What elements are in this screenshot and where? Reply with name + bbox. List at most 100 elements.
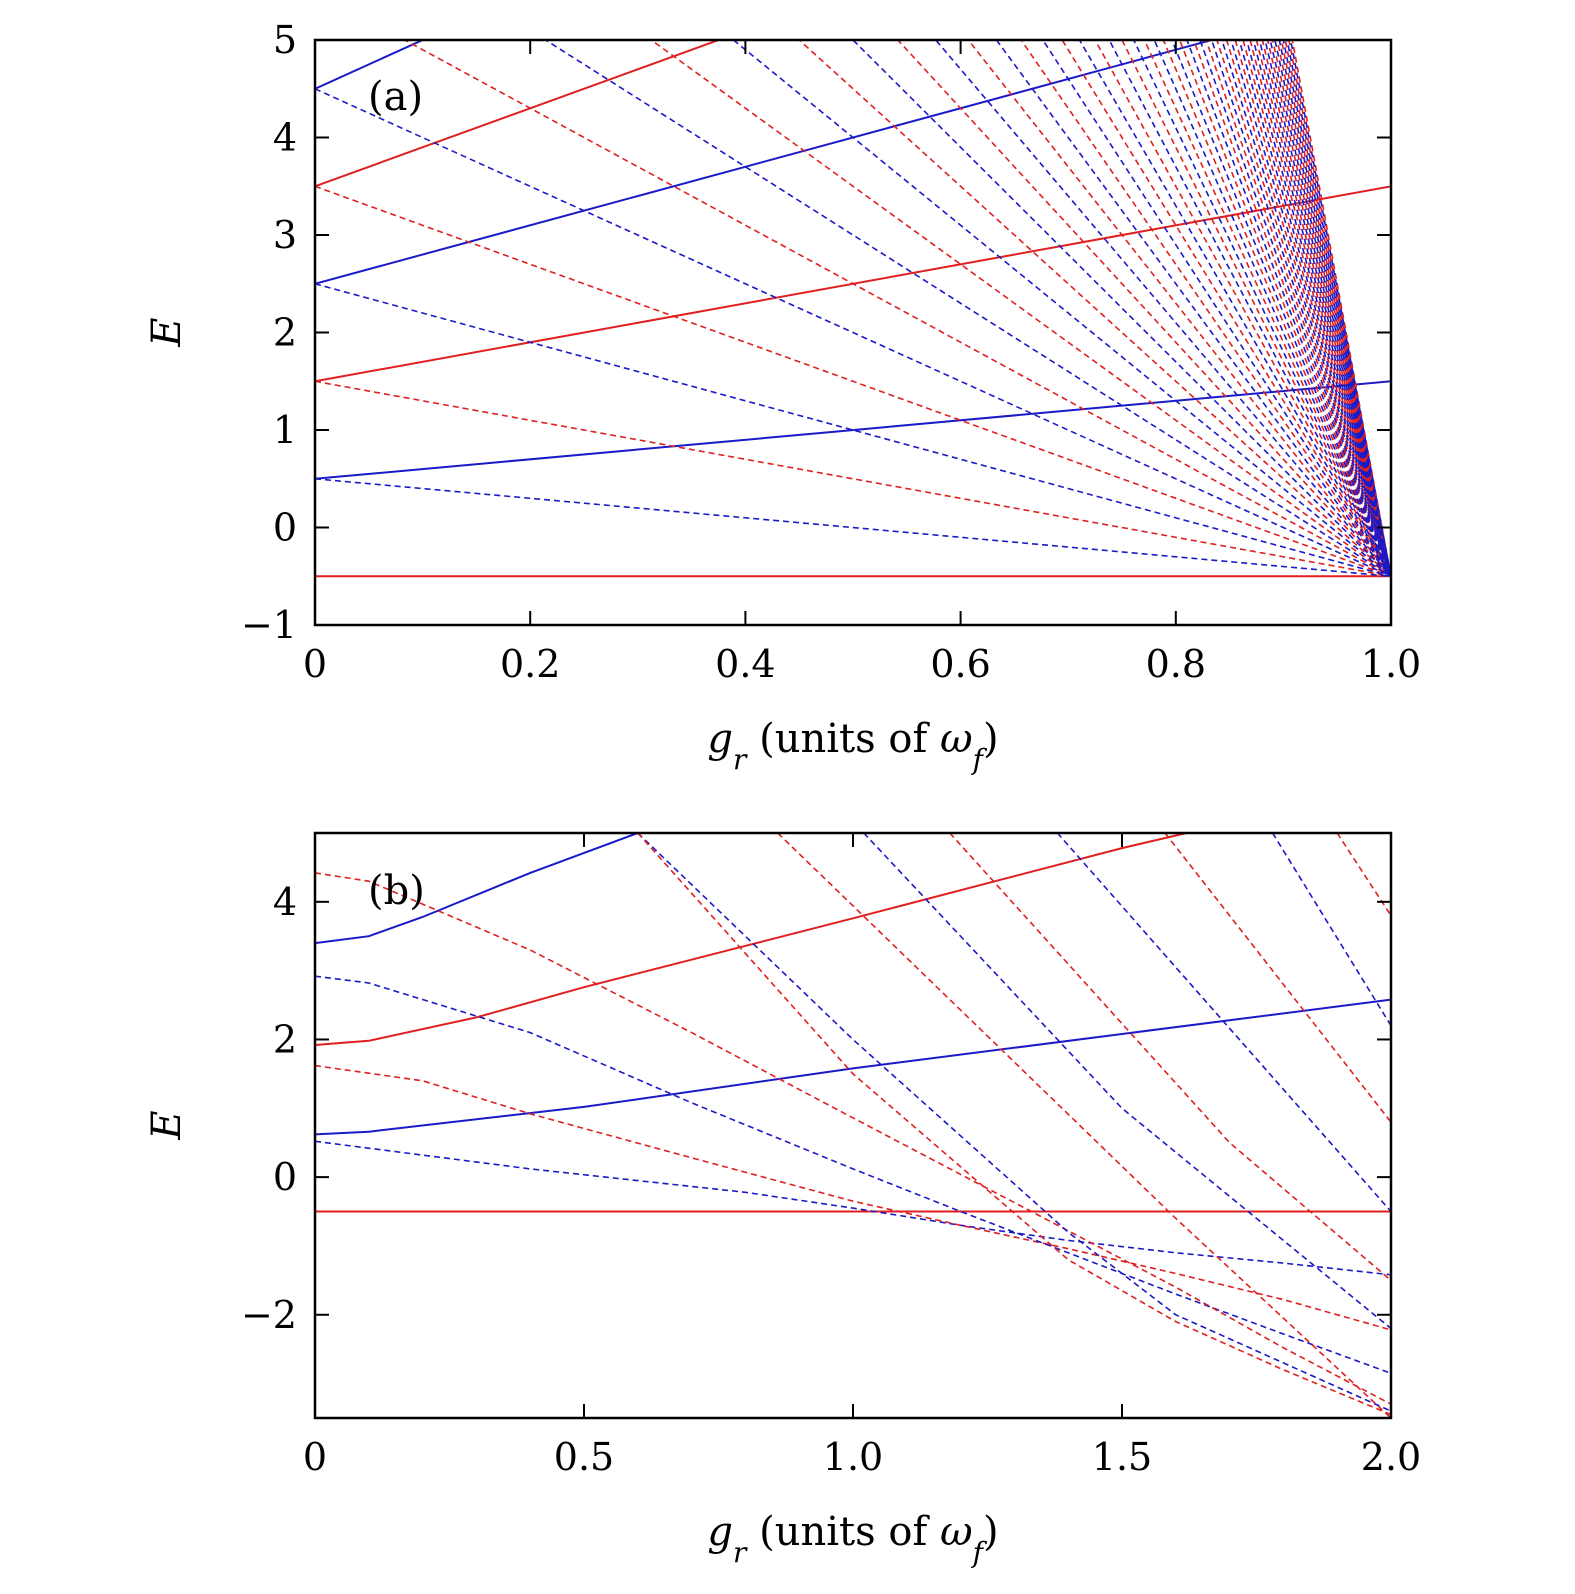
y-tick-label: 1 <box>273 408 297 452</box>
series-blue-dashed-13 <box>1056 833 1391 1213</box>
series-blue-dashed-n13 <box>934 40 1391 577</box>
y-tick-label: −2 <box>241 1293 297 1337</box>
series-blue-solid-1 <box>315 998 1391 1136</box>
series-blue-dashed-n15 <box>995 40 1391 577</box>
series-blue-dashed-4 <box>315 1140 1391 1276</box>
x-tick-label: 0.6 <box>930 642 990 686</box>
panel-a-frame <box>313 38 1393 627</box>
y-tick-label: 4 <box>273 116 297 160</box>
series-blue-dashed-n37 <box>1230 40 1391 577</box>
series-red-dashed-14 <box>1164 833 1391 1123</box>
y-tick-label: 0 <box>273 506 297 550</box>
series-red-dashed-n24 <box>1143 40 1391 577</box>
panel-b-frame <box>313 831 1393 1420</box>
panel-a-xlabel: gr (units of ωf) <box>707 716 998 776</box>
y-tick-label: 5 <box>273 18 297 62</box>
series-red-dashed-9 <box>637 833 1391 1416</box>
series-red-dashed-n48 <box>1266 40 1391 577</box>
series-red-dashed-n18 <box>1061 40 1391 577</box>
series-blue-dashed-n41 <box>1245 40 1391 577</box>
x-tick-label: 1.5 <box>1092 1435 1152 1479</box>
series-red-dashed-n26 <box>1162 40 1391 577</box>
series-red-dashed-n50 <box>1271 40 1391 577</box>
series-blue-dashed-n33 <box>1210 40 1391 577</box>
y-tick-label: 2 <box>273 311 297 355</box>
series-red-dashed-n54 <box>1280 40 1391 577</box>
series-blue-dashed-8 <box>637 833 1391 1412</box>
series-blue-dashed-n29 <box>1186 40 1391 577</box>
series-red-dashed-n16 <box>1020 40 1391 577</box>
panel-a-ylabel: E <box>144 317 190 347</box>
series-blue-dashed-6 <box>315 975 1391 1375</box>
series-red-dashed-n60 <box>1291 40 1391 577</box>
series-blue-dashed-11 <box>863 833 1391 1330</box>
series-blue-dashed-n7 <box>544 40 1391 577</box>
series-red-dashed-n34 <box>1216 40 1391 577</box>
y-tick-label: 0 <box>273 1155 297 1199</box>
series-red-solid-2 <box>315 833 1187 1046</box>
series-blue-dashed-n21 <box>1108 40 1391 577</box>
series-red-dashed-n12 <box>896 40 1391 577</box>
series-red-dashed-n6 <box>403 40 1391 578</box>
series-red-dashed-n14 <box>967 40 1391 577</box>
panel-b-xlabel: gr (units of ωf) <box>707 1509 998 1569</box>
series-red-dashed-n8 <box>649 40 1391 577</box>
series-blue-dashed-n51 <box>1274 40 1391 577</box>
series-blue-solid-n1 <box>315 380 1391 480</box>
series-blue-dashed-n53 <box>1278 40 1391 577</box>
series-blue-dashed-n55 <box>1282 40 1391 577</box>
series-red-dashed-n22 <box>1121 40 1391 577</box>
x-tick-label: 0.2 <box>500 642 560 686</box>
series-red-dashed-n58 <box>1288 40 1391 577</box>
series-blue-solid-n5 <box>315 40 426 90</box>
series-blue-dashed-n1 <box>315 478 1391 578</box>
series-red-dashed-n30 <box>1192 40 1391 577</box>
series-blue-dashed-n11 <box>851 40 1391 577</box>
series-red-dashed-n46 <box>1261 40 1391 577</box>
series-red-dashed-n56 <box>1284 40 1391 577</box>
y-tick-label: −1 <box>241 603 297 647</box>
panel-b-ylabel: E <box>144 1110 190 1140</box>
series-red-dashed-n44 <box>1255 40 1391 577</box>
x-tick-label: 1.0 <box>823 1435 883 1479</box>
series-red-dashed-7 <box>315 872 1391 1405</box>
series-blue-solid-3 <box>315 833 639 945</box>
x-tick-label: 1.0 <box>1361 642 1421 686</box>
series-red-dashed-n36 <box>1225 40 1391 577</box>
series-red-dashed-n10 <box>798 40 1391 577</box>
series-red-dashed-n20 <box>1094 40 1391 577</box>
series-blue-dashed-n35 <box>1221 40 1391 577</box>
series-blue-dashed-n27 <box>1170 40 1391 577</box>
series-blue-dashed-n5 <box>315 88 1391 578</box>
series-red-dashed-5 <box>315 1064 1391 1331</box>
series-red-dashed-n28 <box>1178 40 1391 577</box>
series-blue-dashed-15 <box>1271 833 1391 1027</box>
series-red-dashed-n38 <box>1234 40 1391 577</box>
panel-b-ticks: 0 0.5 1.0 1.5 2.0 −2 0 2 4 <box>241 833 1421 1479</box>
x-tick-label: 0.5 <box>554 1435 614 1479</box>
series-blue-dashed-n31 <box>1199 40 1391 577</box>
series-blue-dashed-n57 <box>1286 40 1391 577</box>
x-tick-label: 2.0 <box>1361 1435 1421 1479</box>
series-blue-dashed-n49 <box>1269 40 1391 577</box>
series-blue-dashed-n17 <box>1041 40 1391 577</box>
x-tick-label: 0 <box>303 1435 327 1479</box>
series-blue-dashed-n3 <box>315 283 1391 578</box>
series-red-dashed-n40 <box>1242 40 1391 577</box>
y-tick-label: 3 <box>273 213 297 257</box>
series-red-dashed-12 <box>949 833 1391 1282</box>
series-red-dashed-n2 <box>315 380 1391 578</box>
x-tick-label: 0.4 <box>715 642 775 686</box>
series-blue-dashed-n45 <box>1258 40 1391 577</box>
x-tick-label: 0 <box>303 642 327 686</box>
panel-a-label: (a) <box>368 74 423 120</box>
panel-b: 0 0.5 1.0 1.5 2.0 −2 0 2 4 (b) E gr (units of ωf… <box>144 831 1421 1569</box>
series-red-dashed-n42 <box>1249 40 1391 577</box>
series-blue-dashed-n43 <box>1252 40 1391 577</box>
panel-b-series <box>315 833 1391 1418</box>
series-red-dashed-n32 <box>1205 40 1391 577</box>
series-red-dashed-10 <box>777 833 1391 1418</box>
